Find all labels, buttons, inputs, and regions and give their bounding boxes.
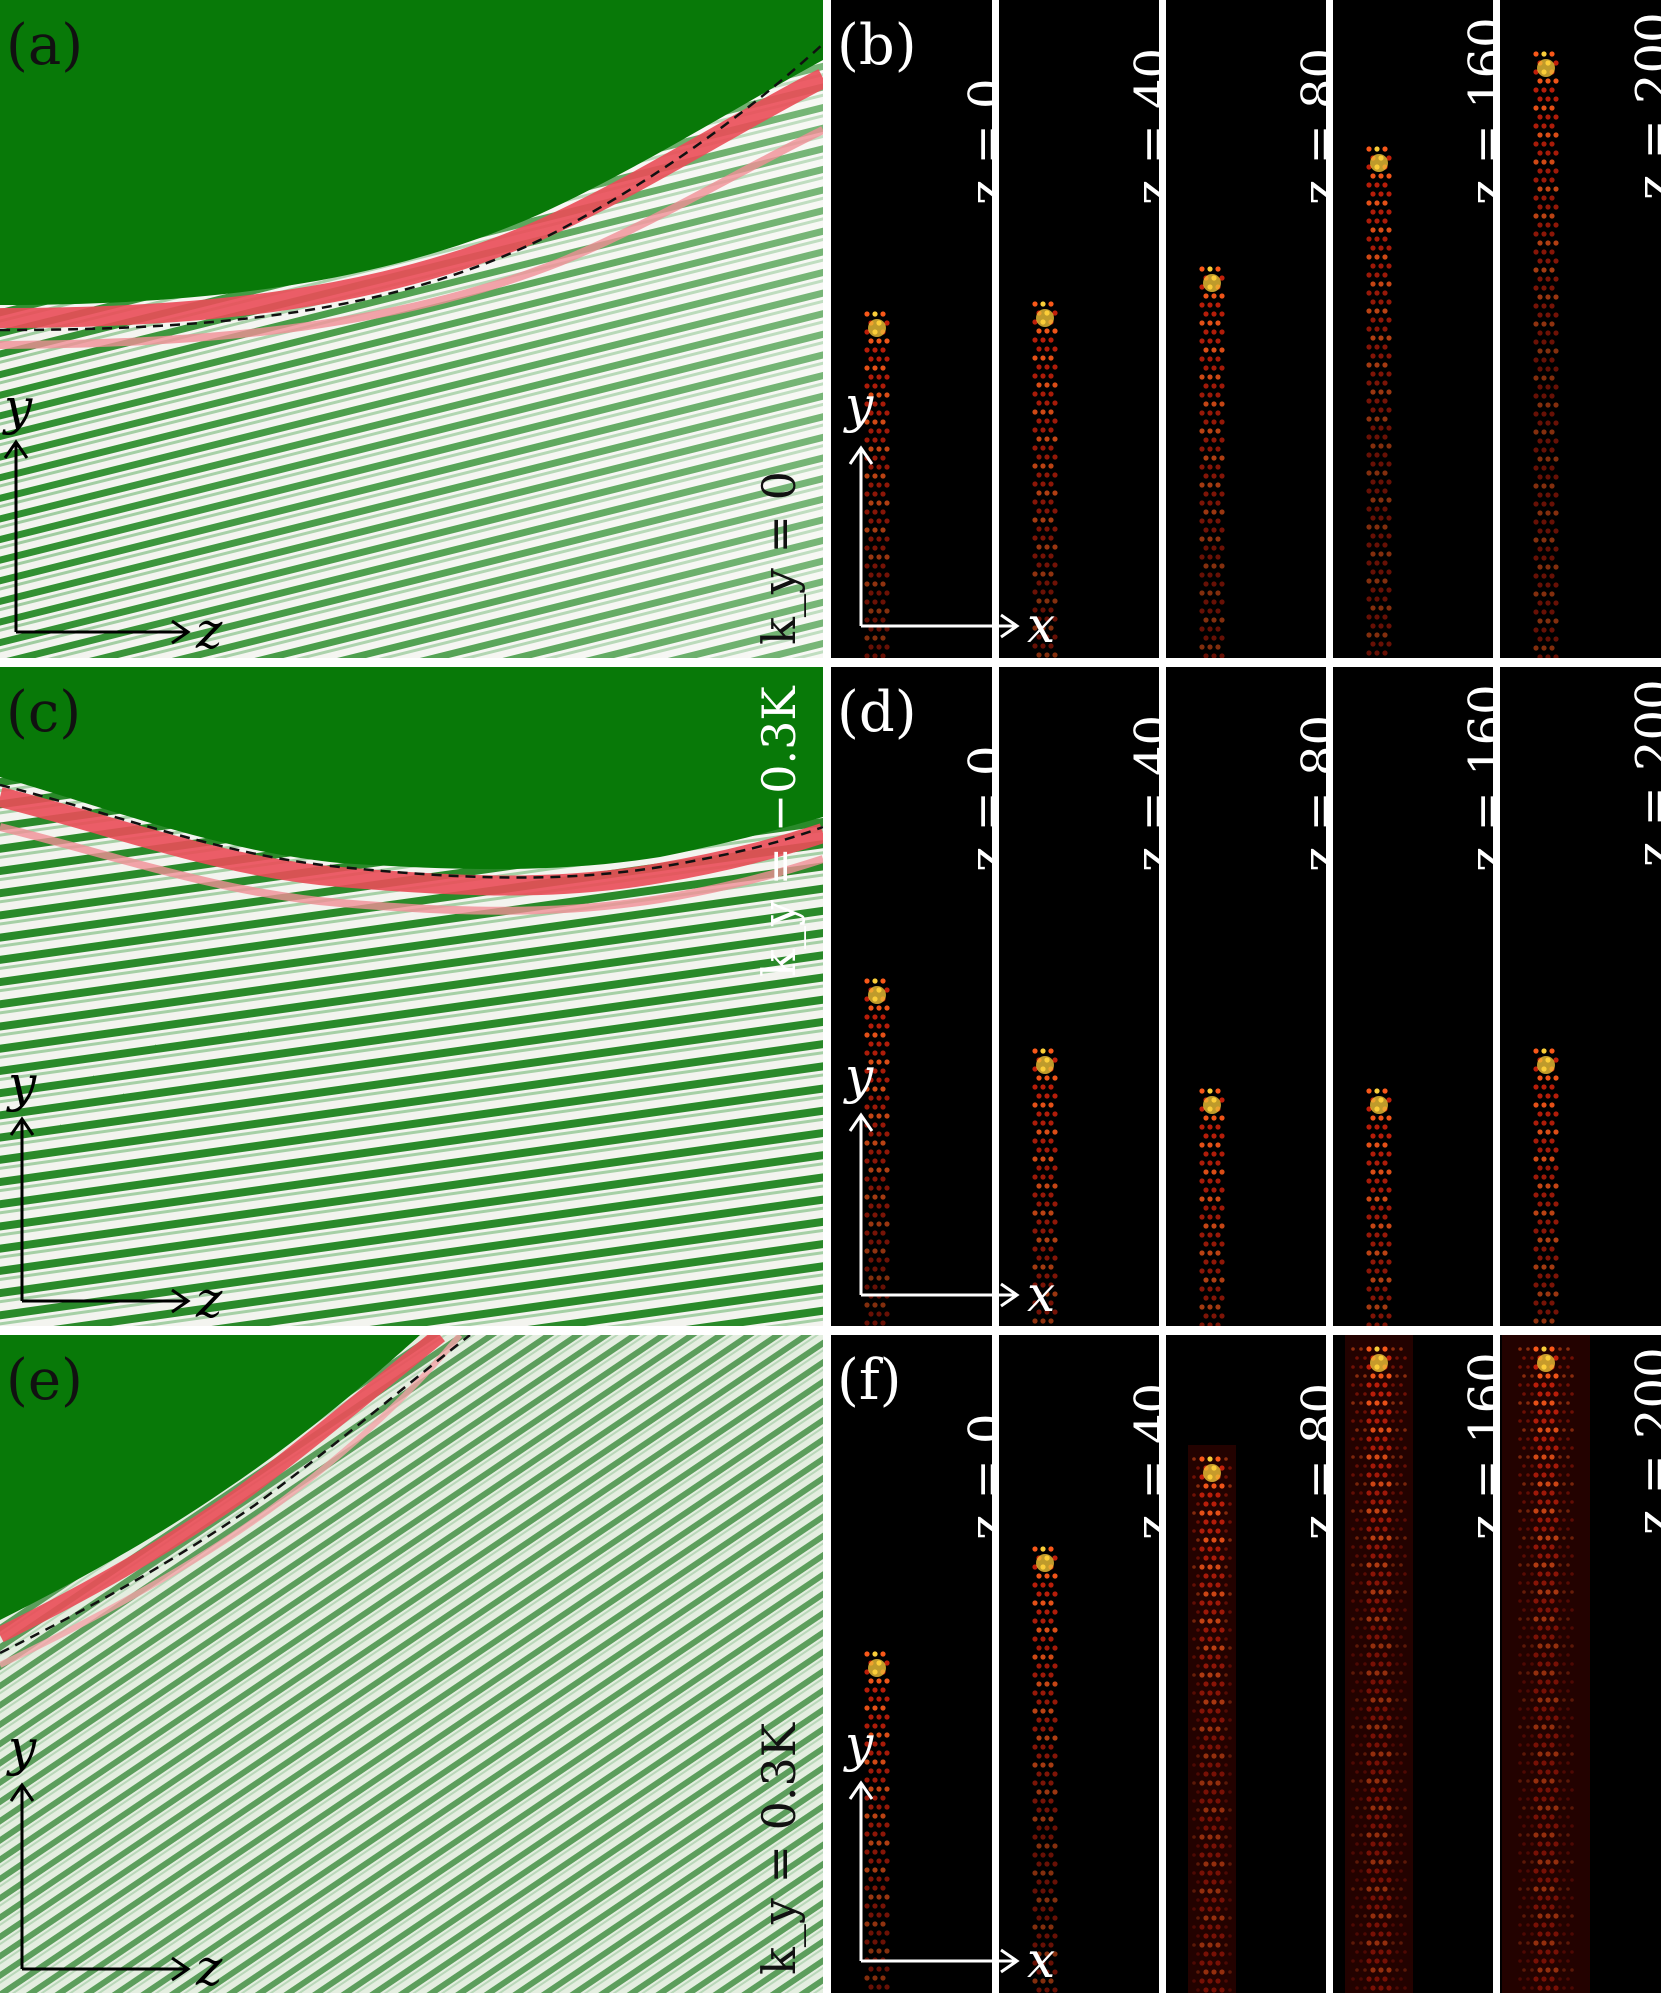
axes-arrows (848, 1780, 1020, 1974)
axes-arrows (9, 1782, 191, 1982)
strip-b-4: z = 160 (1333, 0, 1493, 658)
green-field-region (0, 667, 823, 870)
param-ky: k_y = −0.3K (752, 686, 806, 977)
trajectory-dashed-line (0, 1335, 471, 1655)
beam-intensity (864, 978, 890, 1326)
axis-label-y: y (845, 1047, 874, 1105)
panel-e-field-plot (0, 1335, 823, 1993)
param-ky: k_y = 0.3K (752, 1722, 806, 1975)
param-ky: k_y = 0 (752, 471, 806, 645)
panel-label-c: (c) (6, 680, 82, 745)
panel-label-f: (f) (837, 1348, 902, 1413)
strip-d-3: z = 80 (1166, 667, 1326, 1326)
strip-f-3: z = 80 (1166, 1335, 1326, 1993)
axis-label-z: z (196, 1939, 223, 1993)
panel-c-field-plot (0, 667, 823, 1326)
panel-label-b: (b) (837, 13, 917, 78)
axis-label-y: y (845, 376, 874, 434)
beam-intensity (1032, 1546, 1058, 1993)
green-field-region (0, 1335, 420, 1620)
beam-intensity (1533, 51, 1559, 658)
strip-b-5: z = 200 (1500, 0, 1661, 658)
beam-intensity (1199, 266, 1225, 658)
panel-d: z = 0 z = 40 z = 80 z = 160 z = 200 (d) … (831, 667, 1661, 1326)
panel-label-a: (a) (6, 13, 84, 78)
panel-f: z = 0 z = 40 z = 80 z = 160 z = 200 (f) … (831, 1335, 1661, 1993)
beam-intensity (1345, 1335, 1413, 1993)
beam-intensity (1199, 1088, 1225, 1326)
panel-b: z = 0 z = 40 z = 80 z = 160 z = 200 (b) … (831, 0, 1661, 658)
strip-b-3: z = 80 (1166, 0, 1326, 658)
trajectory-dashed-line (0, 43, 823, 332)
panel-a-field-plot (0, 0, 823, 658)
strip-f-4: z = 160 (1333, 1335, 1493, 1993)
axes-arrows (848, 445, 1020, 639)
trajectory-dashed-line (0, 783, 823, 879)
strip-b-1: z = 0 (831, 0, 992, 658)
beam-intensity (1032, 1048, 1058, 1324)
panel-c: (c) y z k_y = −0.3K (0, 667, 823, 1326)
beam-intensity (864, 1651, 890, 1990)
panel-label-e: (e) (6, 1348, 83, 1413)
beam-intensity (1188, 1445, 1236, 1993)
beam-intensity (1502, 1335, 1590, 1993)
green-field-region (0, 0, 823, 305)
strip-f-2: z = 40 (999, 1335, 1159, 1993)
panel-e: (e) y z k_y = 0.3K (0, 1335, 823, 1993)
axis-label-z: z (196, 602, 223, 658)
strip-d-5: z = 200 (1500, 667, 1661, 1326)
beam-front-red-band (0, 69, 823, 328)
panel-label-d: (d) (837, 680, 917, 745)
beam-intensity (1032, 301, 1058, 658)
axis-label-x: x (1027, 596, 1056, 654)
beam-intensity (1366, 1088, 1392, 1326)
axis-label-y: y (4, 378, 33, 436)
beam-intensity (864, 311, 890, 658)
strip-d-4: z = 160 (1333, 667, 1493, 1326)
beam-intensity (1366, 146, 1392, 656)
panel-a: (a) y z k_y = 0 (0, 0, 823, 658)
axis-label-z: z (196, 1271, 223, 1326)
axis-label-x: x (1027, 1265, 1056, 1323)
axes-arrows (848, 1112, 1020, 1308)
axis-label-x: x (1027, 1931, 1056, 1989)
beam-intensity (1533, 1048, 1559, 1324)
axes-arrows (9, 1116, 191, 1314)
strip-f-5: z = 200 (1500, 1335, 1661, 1993)
axis-label-y: y (8, 1719, 37, 1777)
strip-b-2: z = 40 (999, 0, 1159, 658)
axis-label-y: y (8, 1055, 37, 1113)
strip-d-2: z = 40 (999, 667, 1159, 1326)
beam-front-red-band (0, 787, 823, 896)
strip-f-1: z = 0 (831, 1335, 992, 1993)
axis-label-y: y (845, 1715, 874, 1773)
beam-front-red-band (0, 1335, 445, 1643)
strip-d-1: z = 0 (831, 667, 992, 1326)
axes-arrows (3, 439, 191, 645)
